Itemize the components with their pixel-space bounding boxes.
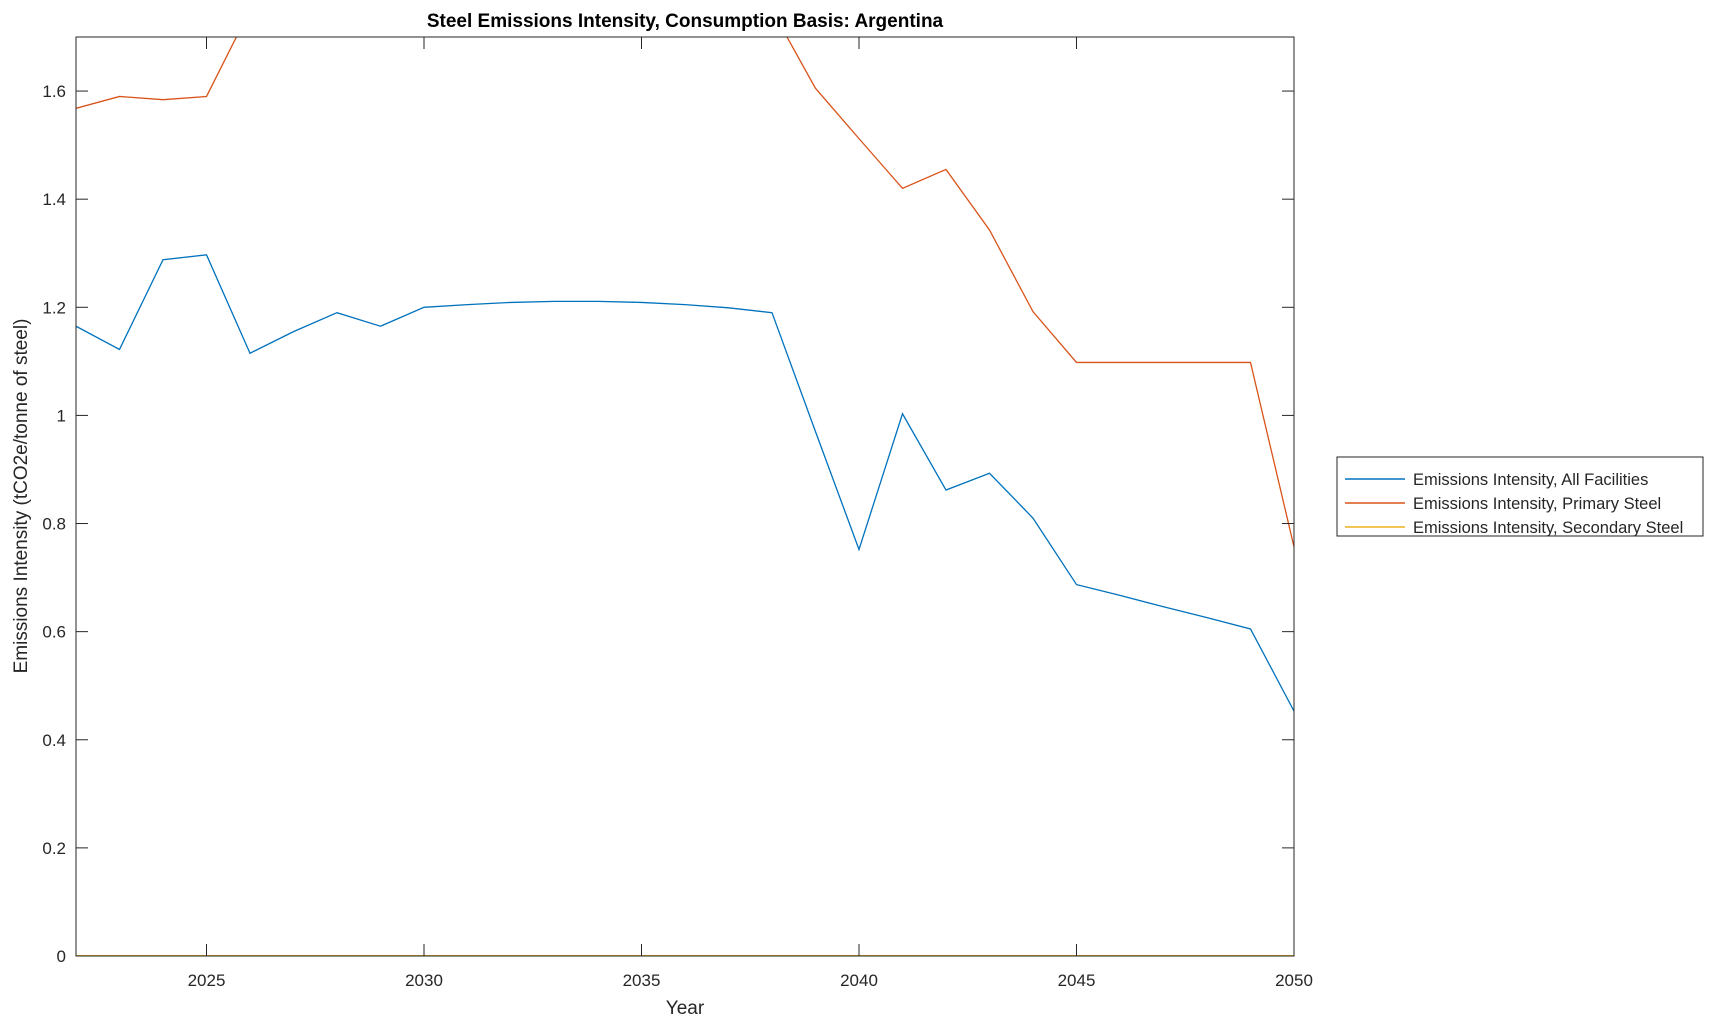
- legend: Emissions Intensity, All Facilities Emiss…: [1336, 456, 1704, 537]
- legend-label: Emissions Intensity, All Facilities: [1413, 471, 1648, 489]
- y-tick-label: 0.4: [42, 731, 66, 750]
- y-axis-label: Emissions Intensity (tCO2e/tonne of stee…: [11, 319, 32, 674]
- y-tick-label: 0.6: [42, 623, 66, 642]
- y-tick-label: 0: [57, 947, 66, 966]
- x-tick-label: 2050: [1275, 971, 1313, 990]
- axes-box: [75, 36, 1295, 957]
- y-tick-label: 1.4: [42, 190, 66, 209]
- legend-label: Emissions Intensity, Primary Steel: [1413, 495, 1661, 513]
- y-tick-label: 1.2: [42, 298, 66, 317]
- chart-title: Steel Emissions Intensity, Consumption B…: [427, 11, 944, 32]
- y-tick-label: 0.8: [42, 515, 66, 534]
- x-axis-label: Year: [666, 998, 705, 1019]
- legend-label: Emissions Intensity, Secondary Steel: [1413, 519, 1683, 537]
- y-tick-label: 1.6: [42, 82, 66, 101]
- y-tick-label: 0.2: [42, 839, 66, 858]
- x-tick-label: 2025: [188, 971, 226, 990]
- plot-area: [76, 37, 1294, 956]
- series-line-1: [76, 254, 1294, 712]
- x-tick-label: 2030: [405, 971, 443, 990]
- series-line-2: [76, 37, 1294, 547]
- legend-box: [1336, 456, 1704, 537]
- x-tick-label: 2035: [623, 971, 661, 990]
- y-tick-label: 1: [57, 406, 66, 425]
- x-tick-label: 2040: [840, 971, 878, 990]
- x-tick-label: 2045: [1058, 971, 1096, 990]
